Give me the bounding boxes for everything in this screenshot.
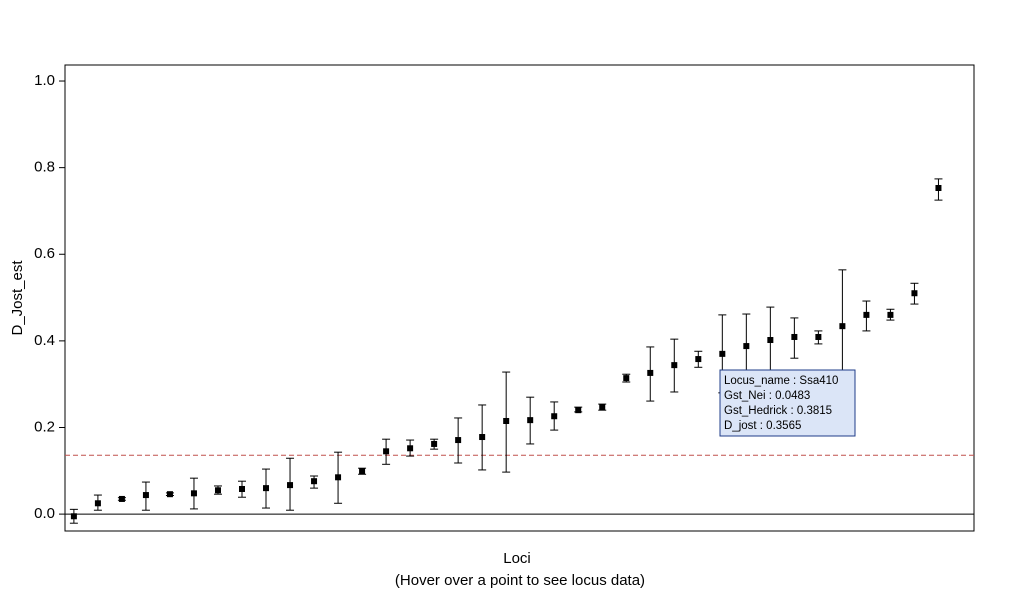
tooltip: Locus_name : Ssa410 Gst_Nei : 0.0483 Gst_H… <box>719 369 856 437</box>
y-tick-label: 0.4 <box>34 332 55 349</box>
point[interactable] <box>527 417 534 424</box>
point[interactable] <box>647 369 654 376</box>
point[interactable] <box>503 417 510 424</box>
point[interactable] <box>407 445 414 452</box>
point[interactable] <box>719 350 726 357</box>
point[interactable] <box>287 482 294 489</box>
point[interactable] <box>118 495 125 502</box>
point[interactable] <box>142 492 149 499</box>
point[interactable] <box>479 434 486 441</box>
y-axis-label: D_Jost_est <box>9 260 26 336</box>
point[interactable] <box>911 290 918 297</box>
point[interactable] <box>263 485 270 492</box>
point[interactable] <box>743 343 750 350</box>
point[interactable] <box>311 478 318 485</box>
point[interactable] <box>839 323 846 330</box>
point[interactable] <box>887 311 894 318</box>
point[interactable] <box>238 485 245 492</box>
y-tick-label: 0.6 <box>34 245 55 262</box>
point[interactable] <box>935 184 942 191</box>
y-tick-label: 0.8 <box>34 159 55 176</box>
y-tick-label: 1.0 <box>34 72 55 89</box>
point[interactable] <box>383 448 390 455</box>
plot-frame <box>64 64 975 532</box>
point[interactable] <box>359 468 366 475</box>
tooltip-line: Gst_Hedrick : 0.3815 <box>724 405 832 417</box>
point[interactable] <box>599 404 606 411</box>
x-axis-sublabel: (Hover over a point to see locus data) <box>395 572 645 589</box>
point[interactable] <box>767 337 774 344</box>
point[interactable] <box>214 487 221 494</box>
point[interactable] <box>671 362 678 369</box>
y-tick-label: 0.0 <box>34 505 55 522</box>
point[interactable] <box>623 375 630 382</box>
tooltip-line: Locus_name : Ssa410 <box>724 375 838 387</box>
point[interactable] <box>190 490 197 497</box>
y-tick-label: 0.2 <box>34 418 55 435</box>
tooltip-line: Gst_Nei : 0.0483 <box>724 390 810 402</box>
point[interactable] <box>455 437 462 444</box>
x-axis-label: Loci <box>503 550 531 567</box>
point[interactable] <box>863 311 870 318</box>
point[interactable] <box>551 413 558 420</box>
point[interactable] <box>695 356 702 363</box>
tooltip-box <box>719 369 856 437</box>
point[interactable] <box>166 491 173 498</box>
point[interactable] <box>791 333 798 340</box>
point[interactable] <box>575 407 582 414</box>
point[interactable] <box>815 333 822 340</box>
tooltip-line: D_jost : 0.3565 <box>724 420 801 432</box>
point[interactable] <box>70 513 77 520</box>
point[interactable] <box>431 440 438 447</box>
point[interactable] <box>335 474 342 481</box>
point[interactable] <box>94 500 101 507</box>
